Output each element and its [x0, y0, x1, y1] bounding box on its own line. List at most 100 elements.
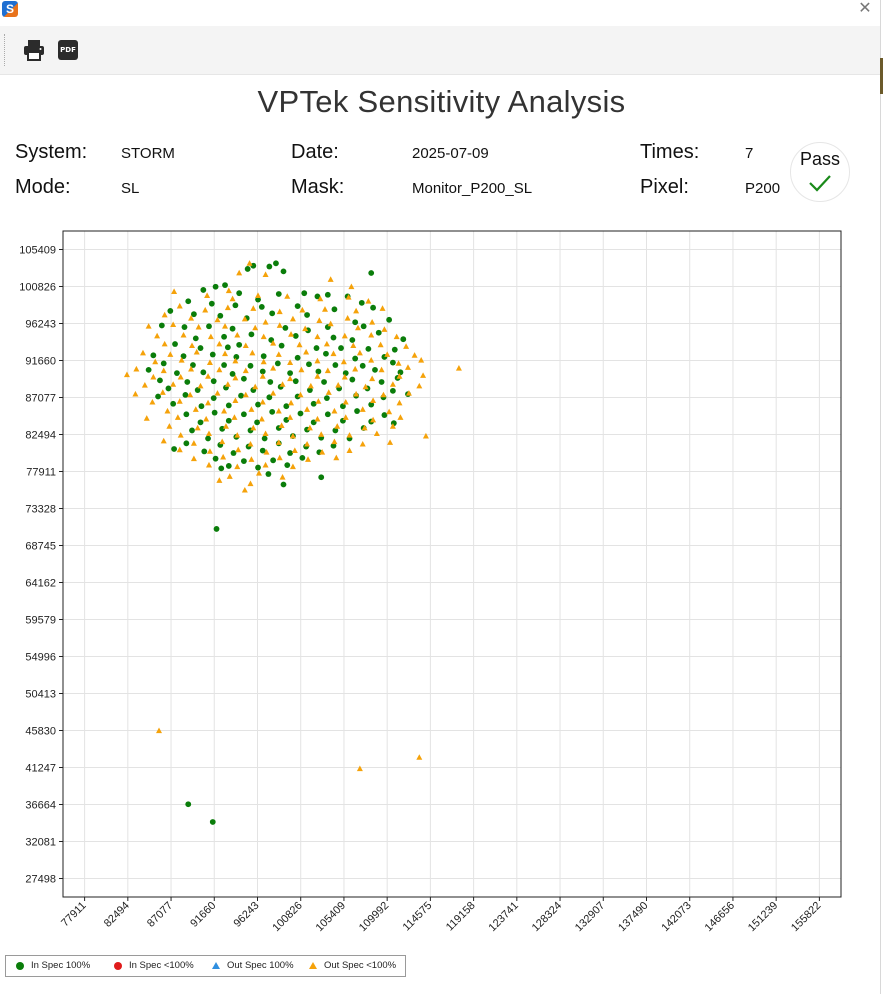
- data-point-circle: [283, 403, 290, 410]
- data-point-triangle: [369, 375, 376, 382]
- x-tick-label: 96243: [231, 900, 261, 930]
- data-point-circle: [259, 447, 266, 454]
- data-point-circle: [217, 312, 224, 319]
- data-point-triangle: [404, 364, 411, 370]
- data-point-triangle: [252, 383, 259, 390]
- data-point-triangle: [316, 317, 323, 324]
- data-point-triangle: [370, 416, 377, 423]
- data-point-circle: [342, 370, 349, 376]
- y-tick-label: 73328: [25, 504, 56, 516]
- data-point-triangle: [297, 391, 304, 398]
- data-point-triangle: [224, 304, 231, 311]
- export-pdf-button[interactable]: PDF: [56, 38, 80, 62]
- data-point-circle: [365, 345, 372, 352]
- data-point-circle: [292, 333, 299, 339]
- x-tick-label: 123741: [487, 900, 521, 934]
- data-point-triangle: [289, 432, 296, 439]
- y-tick-label: 54996: [25, 652, 56, 664]
- data-point-triangle: [361, 424, 368, 431]
- data-point-circle: [270, 457, 277, 464]
- data-point-circle: [255, 296, 261, 303]
- data-point-circle: [261, 435, 268, 442]
- data-point-circle: [260, 353, 267, 360]
- data-point-circle: [265, 471, 272, 477]
- pixel-label: Pixel:: [640, 176, 689, 198]
- print-button[interactable]: [22, 38, 46, 62]
- toolbar-grip[interactable]: [4, 34, 7, 66]
- data-point-triangle: [170, 321, 177, 328]
- data-point-triangle: [241, 486, 248, 493]
- data-point-triangle: [348, 283, 355, 290]
- x-tick-label: 82494: [102, 900, 132, 930]
- x-tick-label: 137490: [616, 900, 650, 934]
- data-point-circle: [274, 360, 281, 367]
- data-point-triangle: [203, 415, 210, 422]
- data-point-triangle: [420, 372, 427, 378]
- data-point-triangle: [170, 381, 177, 387]
- data-point-triangle: [241, 315, 248, 322]
- data-point-circle: [324, 291, 331, 298]
- data-point-triangle: [270, 365, 277, 371]
- data-point-triangle: [216, 366, 223, 373]
- y-tick-label: 68745: [25, 541, 56, 553]
- data-point-triangle: [362, 383, 369, 390]
- y-tick-label: 77911: [26, 467, 56, 479]
- data-point-triangle: [242, 342, 249, 349]
- data-point-triangle: [222, 423, 229, 429]
- data-point-circle: [292, 378, 299, 385]
- x-tick-label: 91660: [188, 900, 218, 930]
- x-tick-label: 146656: [703, 900, 737, 934]
- legend-label: Out Spec <100%: [324, 960, 397, 971]
- data-point-circle: [368, 401, 375, 408]
- data-point-circle: [236, 341, 243, 348]
- data-point-triangle: [356, 765, 363, 772]
- mode-label: Mode:: [15, 176, 71, 198]
- data-point-triangle: [190, 440, 197, 446]
- data-point-circle: [229, 371, 236, 377]
- mask-label: Mask:: [291, 176, 345, 198]
- data-point-triangle: [193, 348, 200, 355]
- data-point-triangle: [252, 324, 259, 331]
- data-point-circle: [209, 819, 216, 825]
- data-point-triangle: [164, 407, 171, 414]
- data-point-triangle: [324, 367, 331, 374]
- data-point-triangle: [304, 406, 311, 412]
- data-point-triangle: [222, 323, 229, 329]
- close-button[interactable]: ✕: [858, 0, 872, 17]
- data-point-triangle: [334, 423, 341, 429]
- data-point-triangle: [248, 406, 255, 412]
- data-point-circle: [183, 440, 190, 447]
- data-point-circle: [200, 369, 207, 376]
- data-point-triangle: [284, 293, 291, 299]
- data-point-triangle: [335, 382, 342, 388]
- data-point-circle: [225, 402, 232, 409]
- data-point-circle: [314, 293, 321, 300]
- data-point-triangle: [350, 342, 357, 349]
- data-point-triangle: [377, 341, 384, 348]
- y-tick-label: 50413: [25, 689, 56, 701]
- data-point-triangle: [214, 390, 221, 396]
- data-point-circle: [269, 310, 276, 317]
- y-tick-label: 100826: [19, 282, 56, 294]
- data-point-triangle: [345, 294, 352, 300]
- data-point-circle: [386, 316, 393, 323]
- data-point-triangle: [270, 340, 277, 346]
- data-point-triangle: [143, 415, 150, 421]
- data-point-triangle: [133, 365, 140, 372]
- data-point-triangle: [222, 350, 229, 357]
- data-point-triangle: [197, 382, 204, 389]
- data-point-circle: [283, 417, 290, 423]
- data-point-circle: [310, 400, 317, 407]
- data-point-triangle: [161, 311, 168, 318]
- data-point-triangle: [278, 422, 285, 428]
- data-point-circle: [269, 408, 276, 415]
- data-point-triangle: [306, 424, 313, 431]
- data-point-triangle: [314, 415, 321, 422]
- data-point-triangle: [353, 307, 360, 314]
- mode-value: SL: [121, 180, 140, 197]
- data-point-triangle: [236, 269, 243, 276]
- data-point-triangle: [255, 292, 262, 298]
- data-point-triangle: [207, 333, 214, 340]
- data-point-circle: [250, 262, 257, 269]
- data-point-circle: [258, 303, 265, 310]
